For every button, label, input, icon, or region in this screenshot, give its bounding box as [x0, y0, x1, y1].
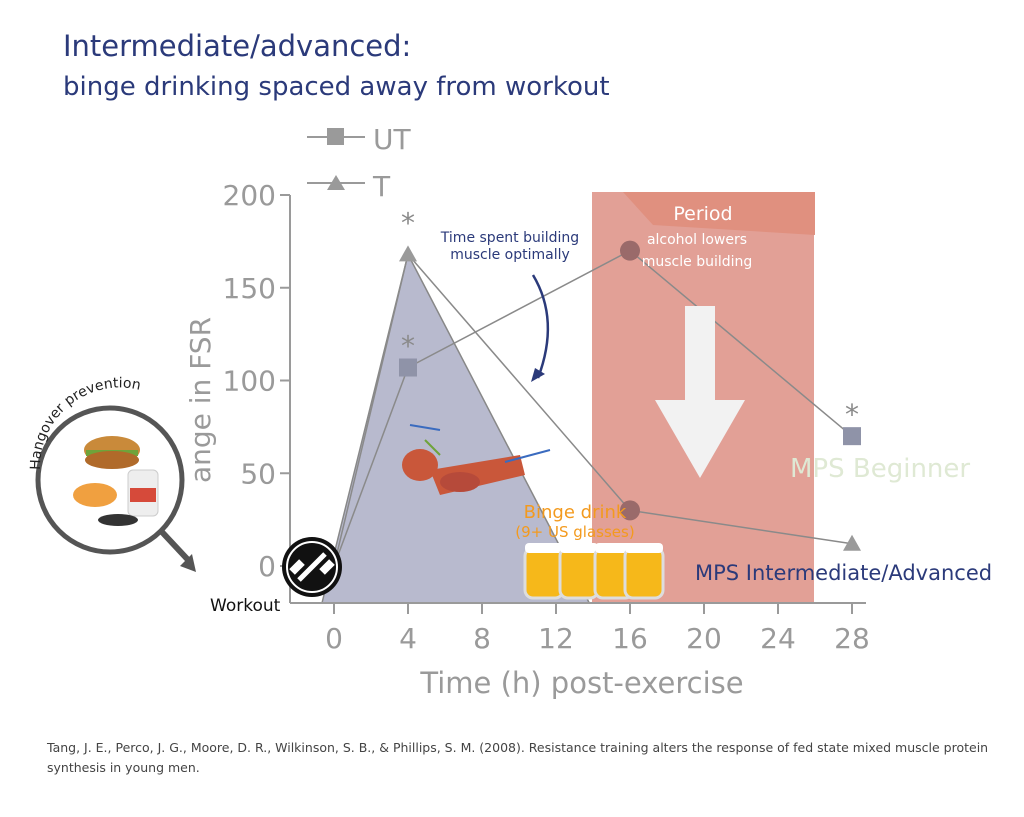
- data-point-ut: [843, 427, 861, 446]
- y-axis-label: ange in FSR: [184, 317, 217, 483]
- significance-asterisk: *: [401, 206, 415, 239]
- y-tick-label: 100: [223, 365, 276, 398]
- significance-asterisk: *: [845, 398, 859, 431]
- data-point-t: [843, 534, 861, 551]
- mps-advanced-label: MPS Intermediate/Advanced: [695, 561, 992, 585]
- data-point-t: [399, 245, 417, 262]
- legend-ut: UT: [373, 123, 411, 156]
- y-tick-label: 200: [223, 179, 276, 212]
- beer-mug-icon: [623, 546, 665, 600]
- period-header-band: [623, 192, 815, 235]
- y-tick-label: 50: [240, 457, 276, 490]
- optimal-annotation-2: muscle optimally: [450, 247, 570, 263]
- dumbbell-icon: [282, 537, 342, 597]
- series-line-t: [333, 252, 853, 567]
- optimal-annotation-1: Time spent building: [440, 230, 579, 246]
- legend-square-marker: [327, 128, 344, 145]
- x-tick-label: 20: [686, 622, 722, 655]
- legend-triangle-marker: [327, 175, 345, 190]
- x-tick-label: 12: [538, 622, 574, 655]
- legend: UT T: [307, 123, 411, 203]
- data-point-ut: [399, 358, 417, 377]
- beer-foam: [625, 543, 663, 553]
- beer-foam: [560, 543, 598, 553]
- y-tick-label: 0: [258, 550, 276, 583]
- data-point-ut: [620, 240, 640, 261]
- arrowhead-icon: [531, 368, 545, 382]
- legend-t: T: [372, 170, 391, 203]
- binge-sublabel: (9+ US glasses): [515, 523, 634, 541]
- y-tick-label: 150: [223, 272, 276, 305]
- period-text-2: muscle building: [642, 254, 753, 270]
- workout-label: Workout: [210, 596, 281, 616]
- data-point-t: [620, 500, 640, 521]
- citation: Tang, J. E., Perco, J. G., Moore, D. R.,…: [47, 740, 989, 775]
- mps-beginner-label: MPS Beginner: [790, 454, 970, 484]
- muscle-illustration: [402, 424, 551, 495]
- beer-mug-icon: [558, 546, 600, 600]
- curved-arrow-icon: [531, 274, 550, 379]
- hangover-prevention-illustration: [35, 405, 196, 572]
- x-tick-label: 4: [399, 622, 417, 655]
- x-tick-label: 24: [760, 622, 796, 655]
- x-axis-label: Time (h) post-exercise: [419, 666, 743, 700]
- binge-label: Binge drink: [524, 502, 627, 523]
- period-text-1: alcohol lowers: [647, 232, 747, 248]
- x-tick-label: 0: [325, 622, 343, 655]
- beer-foam: [595, 543, 633, 553]
- period-title: Period: [673, 203, 732, 225]
- beer-foam: [525, 543, 563, 553]
- beer-mugs-illustration: [523, 543, 665, 600]
- x-tick-label: 16: [612, 622, 648, 655]
- beer-mug-icon: [523, 546, 565, 600]
- page-subtitle: binge drinking spaced away from workout: [63, 72, 610, 102]
- page-title: Intermediate/advanced:: [63, 29, 412, 63]
- series-line-ut: [333, 249, 853, 567]
- significance-asterisk: *: [401, 330, 415, 363]
- down-arrow-icon: [655, 306, 745, 478]
- x-tick-label: 28: [834, 622, 870, 655]
- x-tick-label: 8: [473, 622, 491, 655]
